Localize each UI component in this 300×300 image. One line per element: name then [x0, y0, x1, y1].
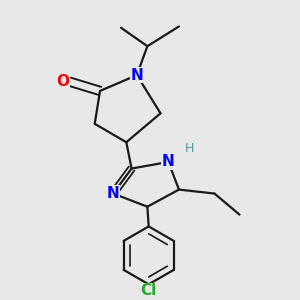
Text: Cl: Cl	[141, 284, 157, 298]
Text: N: N	[107, 186, 119, 201]
Text: H: H	[185, 142, 194, 155]
Text: N: N	[130, 68, 143, 82]
Text: N: N	[162, 154, 175, 169]
Text: O: O	[57, 74, 70, 89]
